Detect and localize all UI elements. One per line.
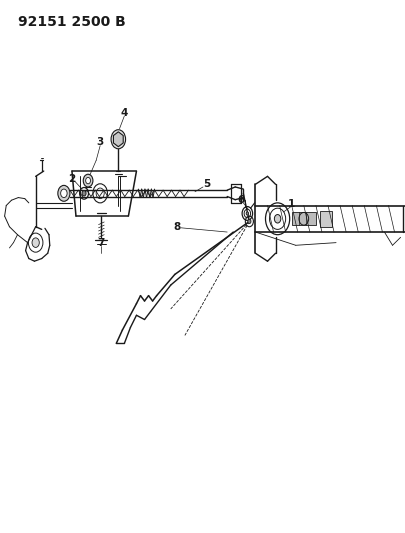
Text: 5: 5 — [203, 179, 210, 189]
Text: 1: 1 — [288, 199, 294, 209]
Text: 8: 8 — [173, 222, 180, 232]
Text: 4: 4 — [120, 108, 128, 118]
Text: 92151 2500 B: 92151 2500 B — [17, 14, 125, 29]
Text: 2: 2 — [68, 174, 75, 184]
Circle shape — [58, 185, 70, 201]
Circle shape — [82, 191, 86, 196]
Circle shape — [274, 215, 280, 223]
Text: 6: 6 — [237, 195, 244, 205]
Circle shape — [83, 174, 93, 187]
Circle shape — [245, 212, 248, 215]
Circle shape — [32, 238, 39, 247]
Text: 3: 3 — [96, 137, 104, 147]
Bar — [291, 212, 315, 225]
Circle shape — [85, 177, 90, 184]
Polygon shape — [113, 132, 123, 147]
Text: 7: 7 — [98, 238, 105, 248]
Bar — [319, 211, 331, 227]
Circle shape — [111, 130, 125, 149]
Circle shape — [60, 189, 67, 198]
Circle shape — [247, 219, 250, 223]
